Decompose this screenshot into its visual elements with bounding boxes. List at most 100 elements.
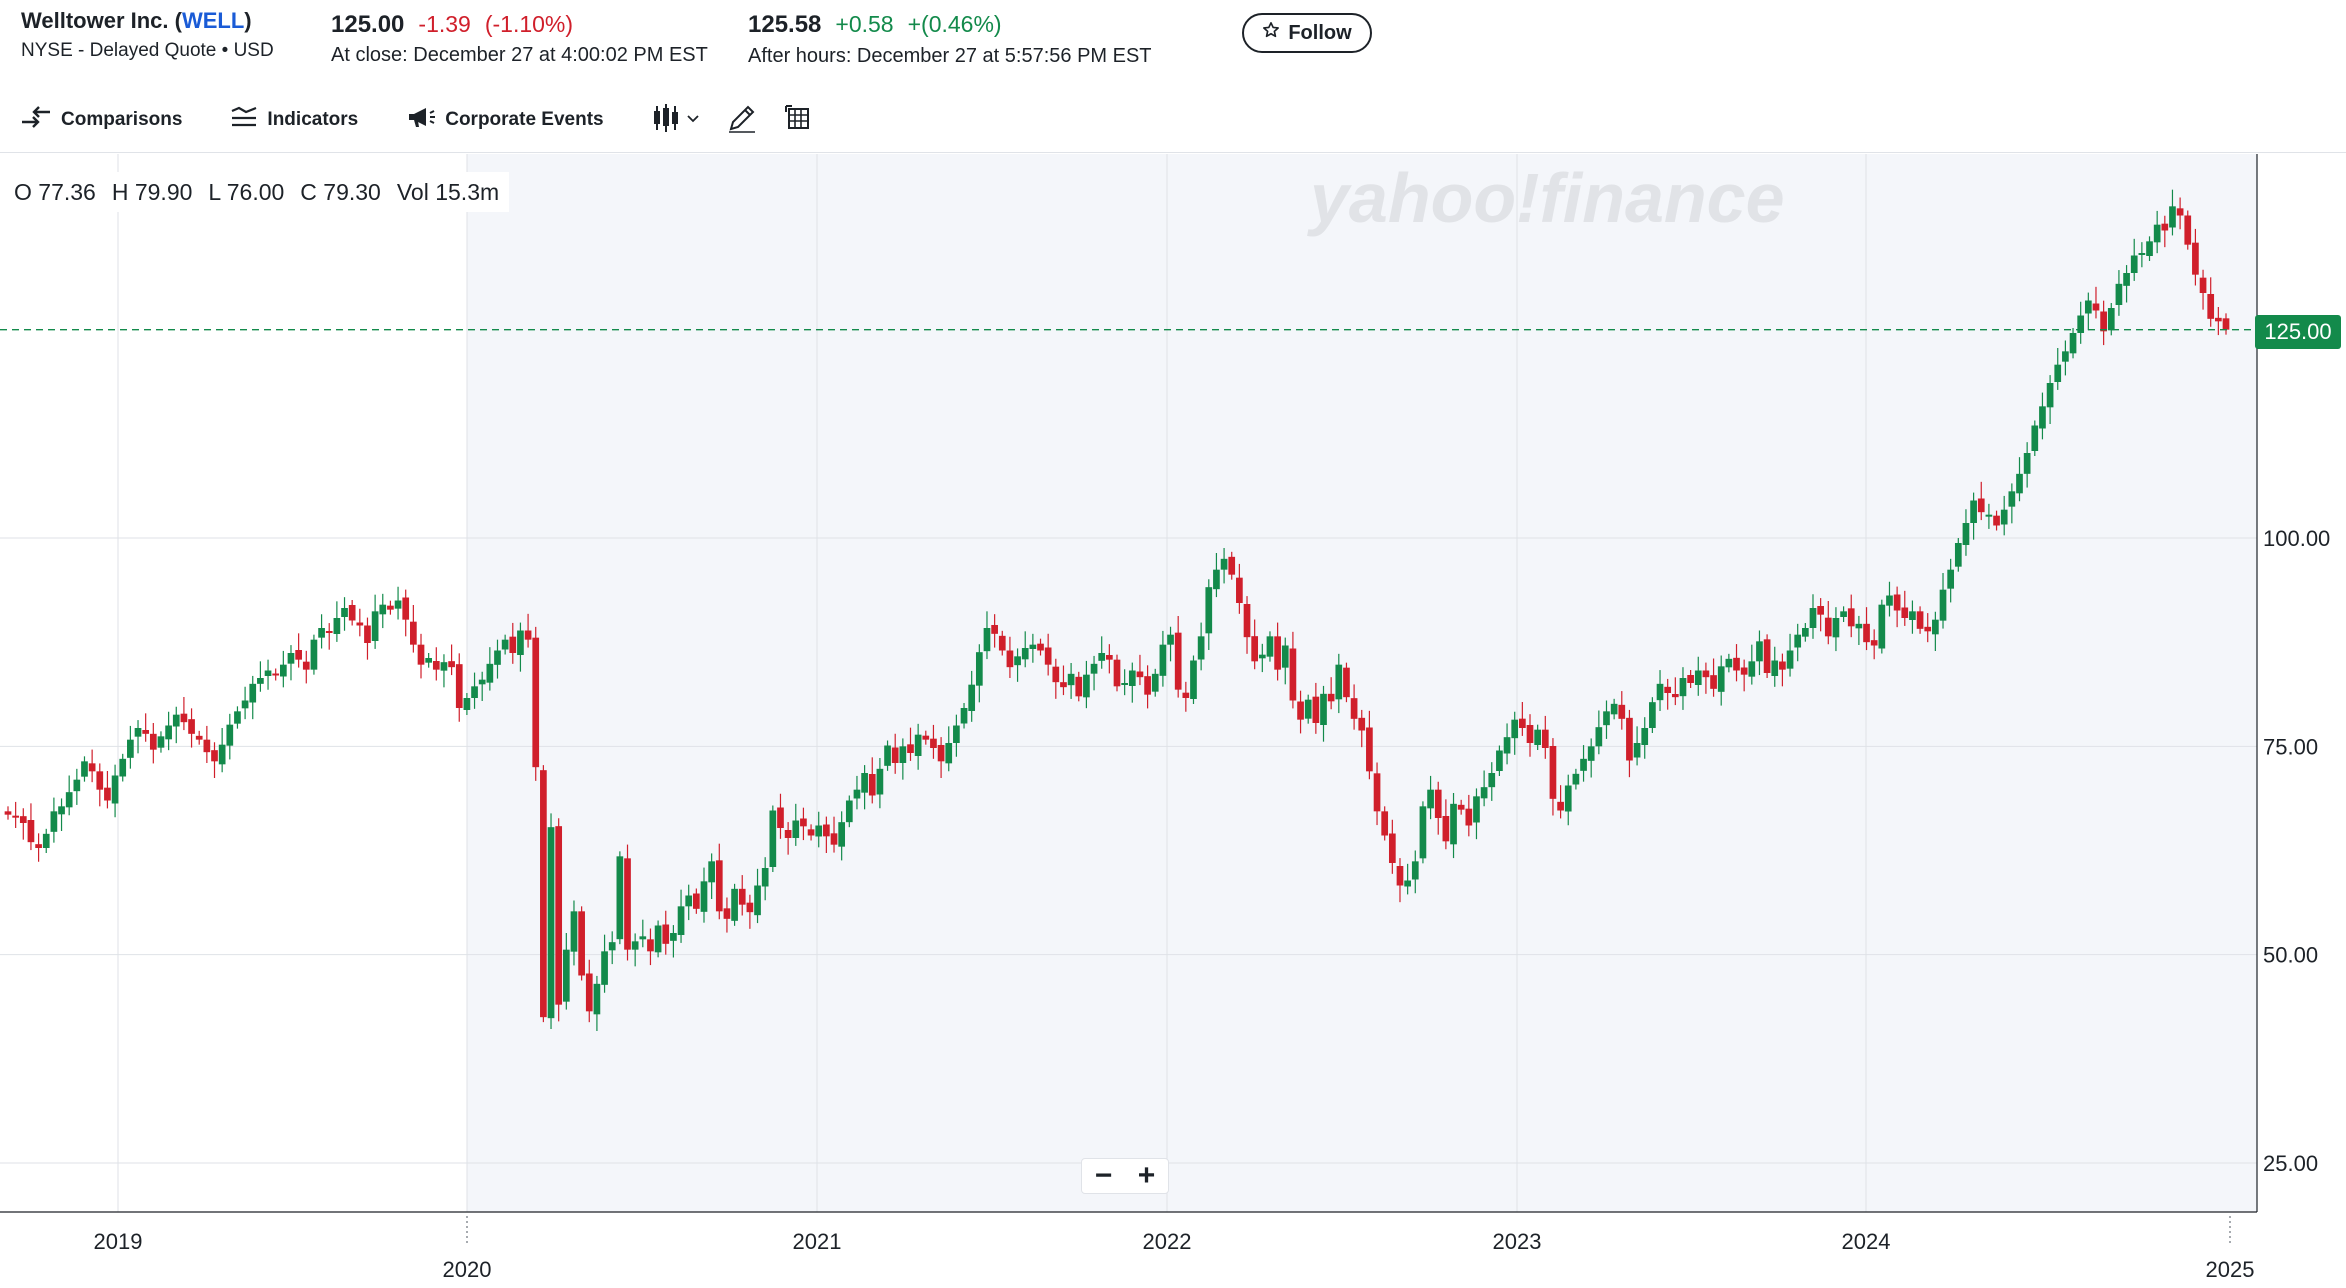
candle-body [868, 774, 876, 796]
candle-body [1213, 569, 1220, 590]
candle-body [761, 868, 769, 887]
candle-body [777, 807, 784, 828]
corporate-events-label: Corporate Events [445, 109, 604, 130]
candle-body [884, 745, 891, 766]
candle-body [142, 730, 150, 734]
candle-body [654, 925, 662, 953]
ohlc-volume: Vol 15.3m [396, 178, 500, 205]
candle-body [203, 739, 211, 753]
candle-body [1220, 558, 1228, 570]
indicators-button[interactable]: Indicators [230, 106, 358, 134]
corporate-events-button[interactable]: Corporate Events [406, 105, 604, 135]
candle-body [608, 942, 616, 951]
candle-body [555, 826, 563, 1005]
candle-body [876, 768, 884, 795]
candle-body [2092, 303, 2100, 311]
close-time: At close: December 27 at 4:00:02 PM EST [331, 44, 708, 66]
candle-body [601, 951, 608, 985]
candle-body [1335, 664, 1343, 700]
candle-body [930, 738, 937, 748]
candle-body [65, 792, 73, 808]
candle-body [998, 635, 1006, 651]
candle-body [1932, 619, 1939, 635]
candle-body [1159, 644, 1167, 676]
candle-body [1679, 678, 1687, 697]
candle-body [2084, 300, 2092, 314]
candle-body [677, 906, 685, 935]
candle-body [2161, 223, 2169, 231]
candle-body [960, 708, 968, 724]
candle-body [823, 824, 830, 837]
candle-body [448, 661, 455, 668]
candle-body [111, 775, 119, 804]
after-hours-price: 125.58 [748, 11, 822, 38]
candle-body [1388, 833, 1396, 863]
zoom-out-button[interactable]: − [1094, 1159, 1113, 1192]
candle-body [165, 725, 172, 740]
candle-body [1480, 787, 1488, 799]
close-price: 125.00 [331, 11, 405, 38]
candle-body [754, 885, 761, 916]
candle-body [953, 725, 960, 743]
candle-body [1901, 607, 1909, 618]
candle-body [1289, 648, 1297, 701]
candle-body [907, 744, 914, 753]
candle-body [1603, 711, 1610, 726]
candle-body [371, 611, 379, 641]
candle-body [455, 664, 463, 708]
candle-body [2016, 473, 2023, 494]
candle-body [1748, 661, 1756, 677]
candle-body [1312, 696, 1320, 723]
candle-body [1763, 639, 1771, 673]
candle-body [1824, 617, 1832, 637]
candle-body [2054, 364, 2062, 382]
candle-body [1633, 743, 1641, 758]
candle-body [861, 773, 868, 793]
candle-body [1534, 729, 1542, 745]
comparisons-button[interactable]: Comparisons [20, 106, 182, 134]
candle-body [1626, 717, 1633, 761]
candle-body [1496, 750, 1503, 771]
candle-body [1006, 650, 1014, 668]
indicators-icon [230, 106, 258, 134]
follow-button[interactable]: Follow [1242, 13, 1372, 53]
candle-body [2046, 383, 2054, 408]
candle-body [2138, 253, 2146, 255]
candle-body [1457, 804, 1465, 810]
candle-body [2077, 315, 2085, 333]
candle-body [1182, 692, 1190, 698]
candle-body [1656, 683, 1664, 701]
candle-body [410, 621, 417, 645]
candle-body [1128, 670, 1136, 686]
candle-body [723, 908, 731, 919]
candle-body [134, 728, 142, 737]
candle-body [1886, 595, 1893, 606]
candle-body [540, 770, 547, 1018]
candle-body [1465, 808, 1473, 826]
candle-body [218, 744, 226, 765]
candle-body [379, 604, 387, 615]
candle-body [624, 858, 631, 950]
candle-body [1939, 589, 1947, 621]
candle-body [1717, 666, 1725, 692]
x-tick-label: 2025 [2206, 1257, 2255, 1282]
candle-body [119, 758, 127, 777]
x-tick-label: 2020 [443, 1257, 492, 1282]
candle-body [784, 830, 792, 838]
candle-body [2222, 318, 2230, 330]
zoom-in-button[interactable]: + [1137, 1159, 1156, 1192]
candle-body [2169, 206, 2176, 228]
ticker-link[interactable]: WELL [181, 8, 245, 33]
table-view-button[interactable] [784, 104, 812, 137]
candle-body [440, 662, 448, 671]
candle-body [1733, 657, 1740, 671]
candle-body [1694, 670, 1702, 685]
candle-body [287, 653, 295, 664]
candle-body [1962, 523, 1970, 545]
chart-type-dropdown[interactable] [652, 103, 700, 138]
candle-body [1037, 643, 1044, 651]
candle-body [616, 856, 624, 940]
draw-button[interactable] [726, 102, 758, 139]
candle-body [2023, 453, 2031, 474]
